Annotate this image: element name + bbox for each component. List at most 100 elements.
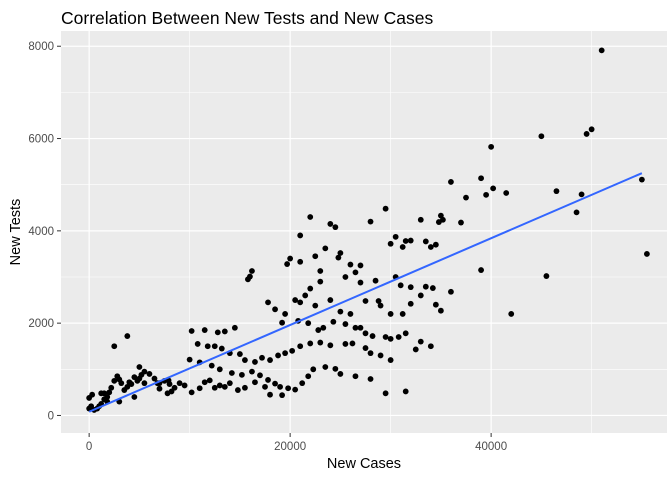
grid-minor [61,31,667,433]
chart-title: Correlation Between New Tests and New Ca… [61,8,433,28]
data-point [332,365,339,372]
data-point [299,380,306,387]
data-point [362,298,369,304]
data-point [317,339,324,346]
data-point [417,216,424,223]
y-axis-title: New Tests [8,199,24,266]
data-point [201,379,208,386]
data-point [315,327,322,333]
data-point [317,278,324,285]
data-point [111,343,118,350]
data-point [377,302,384,309]
data-point [146,371,153,377]
data-point [252,379,258,386]
data-point [312,253,319,260]
data-point [399,311,406,317]
data-point [362,345,369,351]
data-point [352,269,359,276]
data-point [402,330,409,337]
data-point [432,241,439,248]
data-point [588,126,595,133]
data-point [297,343,304,350]
data-point [347,311,354,317]
data-point [242,384,248,391]
data-point [86,395,93,401]
data-point [337,308,344,315]
data-point [332,224,339,231]
data-point [322,245,329,252]
data-point [490,185,497,192]
data-point [234,387,241,393]
data-point [221,328,228,335]
data-point [231,324,238,331]
data-point [292,386,299,393]
data-point [458,219,464,226]
data-point [188,389,195,396]
data-point [181,382,188,389]
data-point [267,357,273,363]
data-point [188,328,195,334]
x-axis-title: New Cases [327,456,401,472]
data-point [252,359,258,365]
data-point [387,335,394,342]
data-point [216,382,223,389]
data-point [114,373,121,380]
data-point [211,384,218,391]
data-point [284,261,291,267]
data-point [644,251,650,257]
data-point [141,380,148,387]
data-point [282,350,289,357]
data-point [272,380,278,387]
data-point [342,321,349,327]
data-point [194,341,201,347]
data-points [86,47,650,413]
data-point [337,250,344,256]
data-point [503,190,510,196]
data-point [265,377,271,383]
data-point [86,405,93,412]
data-point [357,262,364,269]
data-point [98,390,105,397]
data-point [249,368,255,375]
data-point [257,372,263,379]
data-point [312,302,319,309]
data-point [553,188,560,195]
data-point [289,347,296,354]
data-point [307,340,314,347]
data-point [437,307,444,314]
data-point [448,288,454,295]
data-point [156,385,163,392]
data-point [302,292,309,299]
data-point [342,341,349,347]
data-point [367,376,374,382]
data-point [176,380,183,387]
data-point [305,373,312,380]
data-point [279,319,285,326]
data-point [297,232,304,239]
data-point [279,392,285,399]
data-point [327,342,334,349]
data-point [121,387,128,393]
x-axis-ticks: 0 20000 40000 [86,433,507,453]
data-point [399,244,406,250]
data-point [335,254,342,261]
data-point [417,292,424,299]
data-point [382,205,389,212]
y-tick-label: 0 [48,410,54,422]
data-point [330,318,337,325]
data-point [342,274,349,280]
data-point [573,209,580,216]
y-tick-label: 6000 [28,134,54,146]
data-point [578,191,585,198]
data-point [337,371,344,377]
data-point [297,299,304,306]
data-point [282,311,289,317]
data-point [242,357,248,363]
data-point [236,351,243,357]
data-point [297,258,304,265]
data-point [275,352,281,359]
data-point [106,389,113,396]
data-point [382,334,389,340]
grid-major [61,31,667,433]
